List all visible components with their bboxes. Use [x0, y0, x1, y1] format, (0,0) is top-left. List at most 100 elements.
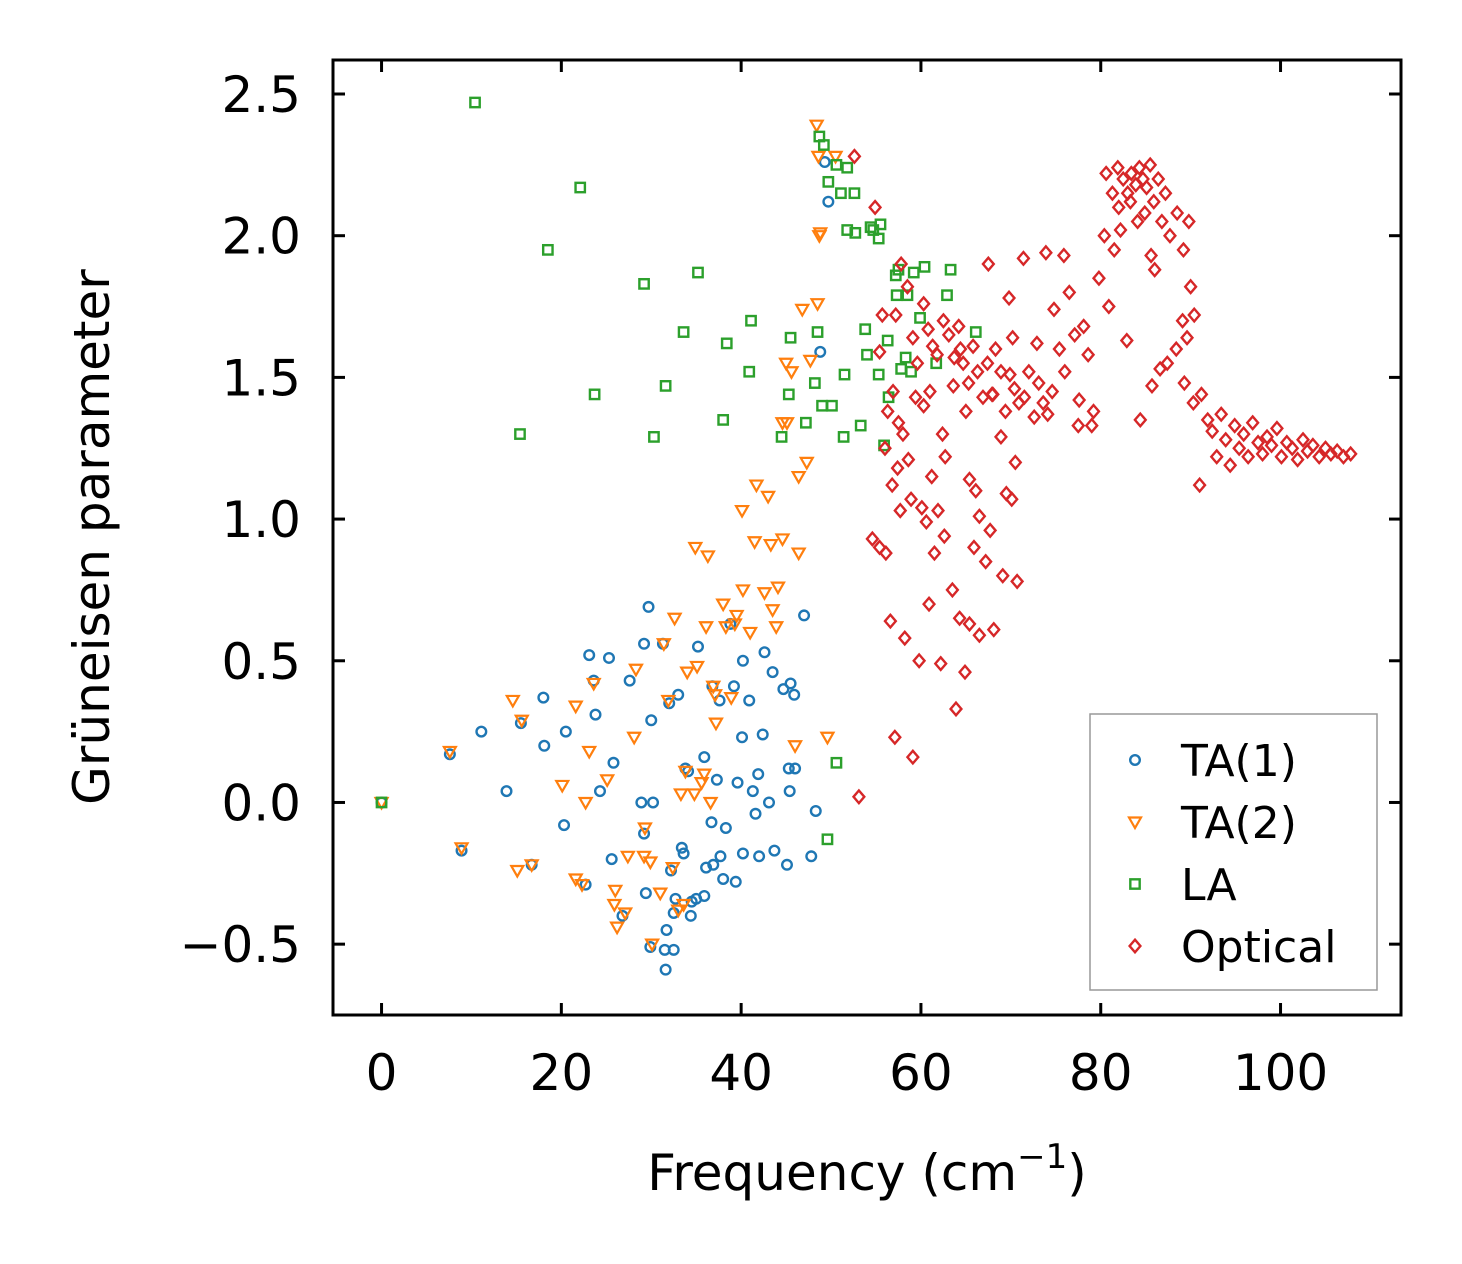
data-point: [1052, 340, 1067, 358]
data-point: [705, 816, 718, 829]
data-point: [859, 323, 872, 336]
data-point: [696, 768, 713, 783]
data-point: [966, 539, 981, 556]
legend-label-ta1: TA(1): [1180, 736, 1297, 787]
data-point: [1255, 445, 1270, 463]
data-point: [985, 386, 1000, 403]
data-point: [1209, 448, 1224, 465]
data-point: [799, 416, 812, 429]
data-point: [710, 773, 723, 786]
data-point: [981, 255, 996, 273]
data-point: [1047, 301, 1061, 318]
data-point: [558, 819, 571, 832]
data-point: [717, 872, 730, 885]
data-point: [1016, 250, 1031, 267]
data-point: [893, 502, 908, 519]
data-point: [637, 822, 653, 837]
data-point: [1227, 417, 1242, 434]
data-point: [748, 479, 765, 494]
data-point: [1269, 420, 1284, 437]
data-point: [921, 321, 936, 338]
data-point: [794, 303, 811, 318]
data-point: [736, 847, 749, 860]
data-point: [735, 584, 751, 599]
data-point: [830, 756, 843, 769]
data-point: [1214, 406, 1229, 423]
data-point: [749, 807, 762, 820]
data-point: [922, 383, 937, 400]
data-point: [689, 660, 705, 675]
data-point: [1084, 417, 1099, 434]
data-point: [775, 431, 788, 443]
data-point: [809, 804, 822, 817]
data-point: [686, 788, 703, 803]
data-point: [782, 388, 795, 401]
data-point: [1153, 360, 1168, 378]
data-point: [783, 785, 796, 798]
data-point: [638, 827, 651, 840]
data-point: [930, 346, 945, 363]
data-point: [919, 513, 934, 531]
data-point: [652, 887, 669, 902]
data-point: [746, 785, 759, 798]
data-point: [949, 700, 963, 718]
x-tick-label: 100: [1233, 1044, 1328, 1102]
data-point: [822, 195, 835, 208]
legend: TA(1) TA(2) LA Optical: [1089, 713, 1378, 991]
data-point: [936, 312, 951, 329]
data-point: [1062, 284, 1077, 301]
data-point: [868, 199, 883, 216]
data-point: [684, 909, 697, 922]
data-point: [808, 119, 825, 134]
data-point: [821, 833, 834, 846]
data-point: [822, 175, 835, 188]
data-point: [1236, 425, 1251, 443]
data-point: [756, 587, 773, 601]
data-point: [588, 388, 601, 401]
data-point: [851, 788, 866, 805]
x-axis-tick-labels: 0 20 40 60 80 100: [366, 1044, 1329, 1102]
data-point: [968, 482, 983, 499]
data-point: [768, 621, 785, 635]
data-point: [1241, 448, 1256, 465]
data-point: [742, 626, 759, 641]
data-point: [945, 581, 960, 599]
x-tick-label: 80: [1069, 1044, 1133, 1102]
data-point: [554, 779, 571, 794]
data-point: [655, 638, 672, 652]
data-point: [783, 366, 800, 380]
data-point: [585, 677, 602, 692]
data-point: [812, 227, 829, 242]
data-point: [1162, 227, 1177, 244]
data-point: [453, 842, 470, 857]
data-point: [1146, 193, 1161, 210]
data-point: [837, 431, 850, 443]
data-point: [810, 150, 827, 165]
x-tick-label: 40: [709, 1044, 773, 1102]
data-point: [1091, 270, 1106, 287]
y-tick-label: 0.5: [221, 633, 301, 691]
data-point: [758, 646, 771, 659]
legend-marker: [1127, 816, 1143, 831]
data-point: [895, 425, 910, 443]
legend-markers: [1127, 754, 1143, 955]
data-point: [918, 260, 931, 273]
data-point: [708, 717, 724, 732]
data-point: [922, 595, 937, 613]
data-point: [875, 306, 890, 324]
data-point: [760, 490, 777, 505]
data-point: [779, 417, 795, 431]
data-point: [509, 864, 526, 879]
data-point: [1119, 332, 1134, 349]
data-point: [1133, 411, 1148, 429]
data-point: [619, 850, 636, 865]
data-point: [559, 725, 572, 738]
data-point: [1031, 374, 1046, 392]
data-points: [373, 96, 1358, 976]
data-point: [789, 762, 802, 775]
data-point: [1285, 440, 1300, 457]
data-point: [817, 139, 830, 151]
data-point: [666, 612, 683, 627]
data-point: [719, 821, 732, 834]
data-point: [609, 921, 625, 936]
